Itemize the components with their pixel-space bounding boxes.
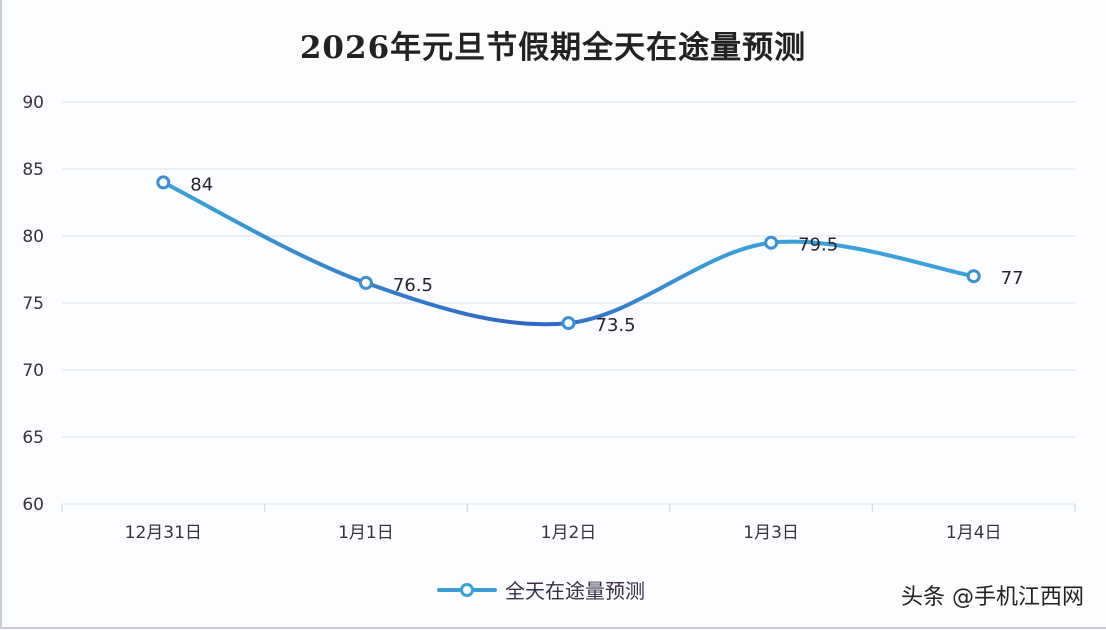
x-tick-label: 12月31日 [125,523,202,543]
data-label: 79.5 [798,235,838,256]
watermark: 头条 @手机江西网 [901,585,1084,610]
data-label: 76.5 [393,275,433,296]
x-tick-label: 1月4日 [946,523,1002,543]
y-tick-label: 70 [22,361,44,381]
data-point [358,275,373,290]
y-tick-label: 60 [22,495,44,515]
data-point [156,175,171,190]
x-tick-label: 1月3日 [743,523,799,543]
legend-label: 全天在途量预测 [505,579,645,603]
y-tick-label: 65 [22,428,44,448]
data-label: 84 [190,174,213,195]
chart-title: 2026年元旦节假期全天在途量预测 [299,30,807,66]
data-point [561,316,576,331]
legend-line-marker-icon [437,582,497,597]
legend: 全天在途量预测 [437,575,645,604]
x-tick-label: 1月2日 [541,523,597,543]
y-tick-label: 75 [22,294,44,314]
x-tick-label: 1月1日 [338,523,394,543]
data-point [966,269,981,284]
data-point [764,235,779,250]
y-tick-label: 85 [22,160,44,180]
y-tick-label: 80 [22,227,44,247]
data-label: 73.5 [596,315,636,336]
y-tick-label: 90 [22,93,44,113]
data-label: 77 [1001,268,1024,289]
